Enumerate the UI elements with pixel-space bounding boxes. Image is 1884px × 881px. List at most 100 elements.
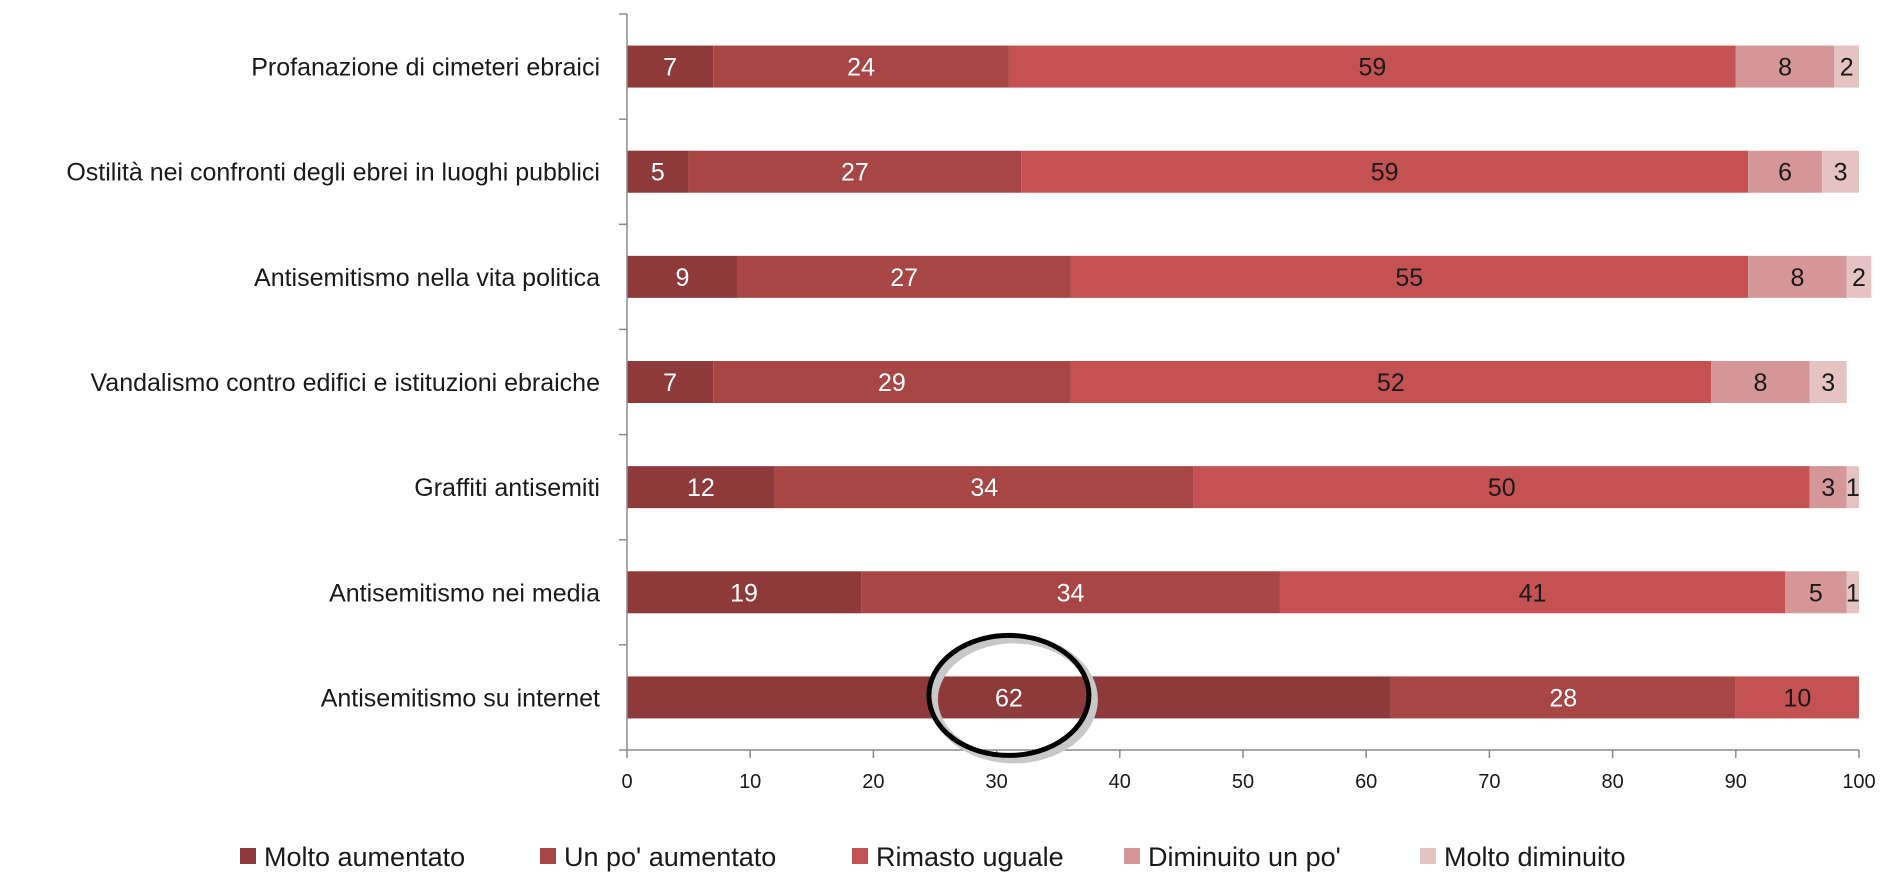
- annotation-layer: [926, 632, 1098, 764]
- bar-molto-aumentato-2: [627, 150, 689, 193]
- highlight-ellipse: [926, 632, 1092, 758]
- bar-molto-aumentato-1: [627, 45, 714, 88]
- legend-item-un-po-aumentato: Un po' aumentato: [540, 842, 776, 872]
- legend-label: Molto aumentato: [264, 842, 465, 872]
- bar-diminuito-un-po-6: [1785, 571, 1847, 614]
- legend: Molto aumentato Un po' aumentato Rimasto u…: [240, 842, 1626, 872]
- data-label: 2: [1852, 264, 1866, 292]
- bar-diminuito-un-po-5: [1809, 466, 1847, 509]
- data-label: 41: [1519, 579, 1547, 607]
- legend-swatch: [540, 848, 556, 864]
- data-label: 59: [1358, 54, 1386, 82]
- x-tick-label: 0: [621, 771, 632, 793]
- bar-rimasto-uguale-7: [1735, 676, 1859, 719]
- category-label: Antisemitismo nei media: [329, 579, 600, 607]
- x-tick-label: 80: [1601, 771, 1623, 793]
- data-label: 12: [687, 474, 715, 502]
- data-label: 28: [1549, 684, 1577, 712]
- x-tick-label: 100: [1842, 771, 1875, 793]
- data-label: 59: [1371, 159, 1399, 187]
- bar-molto-diminuito-2: [1822, 150, 1859, 193]
- data-label: 34: [970, 474, 998, 502]
- legend-label: Molto diminuito: [1444, 842, 1626, 872]
- data-label: 3: [1821, 474, 1835, 502]
- legend-label: Un po' aumentato: [564, 842, 776, 872]
- bar-un-po-aumentato-3: [737, 255, 1071, 298]
- data-label: 27: [890, 264, 918, 292]
- bars-layer: 7 24 59 8 25 27 59 6 39 27 55 8 27 29 52 8 312 34 50 3 119 34…: [627, 45, 1872, 719]
- data-label: 29: [878, 369, 906, 397]
- x-tick-label: 40: [1109, 771, 1131, 793]
- category-label: Vandalismo contro edifici e istituzioni …: [90, 369, 600, 397]
- bar-un-po-aumentato-5: [774, 466, 1194, 509]
- legend-item-molto-diminuito: Molto diminuito: [1420, 842, 1626, 872]
- bar-molto-diminuito-6: [1846, 571, 1859, 614]
- bar-un-po-aumentato-2: [688, 150, 1022, 193]
- category-label: Ostilità nei confronti degli ebrei in lu…: [66, 159, 600, 187]
- legend-label: Rimasto uguale: [876, 842, 1064, 872]
- bar-un-po-aumentato-1: [713, 45, 1009, 88]
- bar-rimasto-uguale-4: [1070, 361, 1712, 403]
- x-tick-label: 30: [985, 771, 1007, 793]
- data-label: 5: [651, 159, 665, 187]
- legend-swatch: [240, 848, 256, 864]
- data-label: 3: [1834, 159, 1848, 187]
- data-label: 1: [1846, 579, 1860, 607]
- x-tick-label: 90: [1725, 771, 1747, 793]
- bar-molto-aumentato-5: [627, 466, 775, 509]
- data-label: 8: [1790, 264, 1804, 292]
- data-label: 52: [1377, 369, 1405, 397]
- bar-un-po-aumentato-6: [861, 571, 1280, 614]
- axes-layer: 0 10 20 30 40 50 60 70 80 90 100: [619, 13, 1876, 793]
- data-label: 34: [1057, 579, 1085, 607]
- bar-rimasto-uguale-3: [1070, 255, 1749, 298]
- bar-molto-diminuito-4: [1809, 361, 1847, 403]
- bar-molto-aumentato-6: [627, 571, 862, 614]
- legend-item-diminuito-un-po: Diminuito un po': [1124, 842, 1341, 872]
- bar-molto-diminuito-1: [1834, 45, 1859, 88]
- bar-rimasto-uguale-2: [1021, 150, 1749, 193]
- bar-rimasto-uguale-5: [1193, 466, 1810, 509]
- x-tick-label: 20: [862, 771, 884, 793]
- data-label: 9: [675, 264, 689, 292]
- data-label: 7: [663, 369, 677, 397]
- bar-diminuito-un-po-4: [1711, 361, 1810, 403]
- data-label: 2: [1840, 54, 1854, 82]
- bar-rimasto-uguale-1: [1008, 45, 1736, 88]
- x-tick-label: 60: [1355, 771, 1377, 793]
- bar-molto-aumentato-3: [627, 255, 738, 298]
- data-label: 5: [1809, 579, 1823, 607]
- data-label: 50: [1488, 474, 1516, 502]
- data-label: 19: [730, 579, 758, 607]
- bar-rimasto-uguale-6: [1279, 571, 1786, 614]
- x-tick-label: 10: [739, 771, 761, 793]
- legend-swatch: [1124, 848, 1140, 864]
- x-tick-label: 70: [1478, 771, 1500, 793]
- bar-molto-diminuito-3: [1846, 255, 1872, 298]
- data-label: 62: [995, 684, 1023, 712]
- category-label: Graffiti antisemiti: [414, 474, 600, 502]
- legend-swatch: [1420, 848, 1436, 864]
- data-label: 1: [1846, 474, 1860, 502]
- highlight-ellipse-shadow: [929, 635, 1098, 764]
- bar-diminuito-un-po-2: [1748, 150, 1823, 193]
- category-labels: Profanazione di cimeteri ebraici Ostilità…: [66, 54, 600, 713]
- bar-molto-aumentato-7: [627, 676, 1391, 719]
- x-tick-label: 50: [1232, 771, 1254, 793]
- category-label: Profanazione di cimeteri ebraici: [251, 54, 600, 82]
- bar-diminuito-un-po-1: [1735, 45, 1835, 88]
- bar-molto-diminuito-5: [1846, 466, 1859, 509]
- data-label: 8: [1753, 369, 1767, 397]
- legend-item-rimasto-uguale: Rimasto uguale: [852, 842, 1064, 872]
- data-label: 8: [1778, 54, 1792, 82]
- data-label: 6: [1778, 159, 1792, 187]
- bar-diminuito-un-po-3: [1748, 255, 1847, 298]
- data-label: 7: [663, 54, 677, 82]
- data-label: 3: [1821, 369, 1835, 397]
- bar-molto-aumentato-4: [627, 361, 714, 403]
- data-label: 10: [1783, 684, 1811, 712]
- legend-swatch: [852, 848, 868, 864]
- data-label: 24: [847, 54, 875, 82]
- data-label: 27: [841, 159, 869, 187]
